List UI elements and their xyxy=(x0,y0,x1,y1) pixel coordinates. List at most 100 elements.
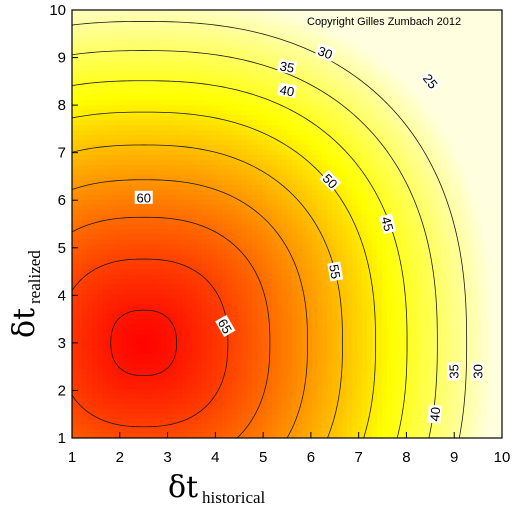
heat-cell xyxy=(282,144,288,150)
heat-cell xyxy=(132,398,138,404)
heat-cell xyxy=(292,24,298,31)
heat-cell xyxy=(342,184,348,190)
heat-cell xyxy=(267,243,273,250)
heat-cell xyxy=(137,383,143,389)
heat-cell xyxy=(232,298,238,305)
heat-cell xyxy=(177,69,183,76)
heat-cell xyxy=(222,268,228,275)
heat-cell xyxy=(172,99,178,106)
heat-cell xyxy=(322,204,328,210)
heat-cell xyxy=(207,174,213,180)
heat-cell xyxy=(247,104,253,111)
heat-cell xyxy=(147,238,153,245)
heat-cell xyxy=(302,34,308,41)
heat-cell xyxy=(312,184,318,190)
heat-cell xyxy=(242,303,248,310)
heat-cell xyxy=(107,69,113,76)
heat-cell xyxy=(262,129,268,136)
heat-cell xyxy=(87,263,93,270)
heat-cell xyxy=(192,89,198,96)
heat-cell xyxy=(132,174,138,180)
heat-cell xyxy=(352,383,358,389)
heat-cell xyxy=(107,104,113,111)
heat-cell xyxy=(322,323,328,330)
heat-cell xyxy=(302,318,308,325)
heat-cell xyxy=(232,139,238,145)
heat-cell xyxy=(332,388,338,394)
heat-cell xyxy=(217,403,223,409)
heat-cell xyxy=(247,358,253,364)
heat-cell xyxy=(212,154,218,160)
heat-cell xyxy=(167,159,173,165)
heat-cell xyxy=(122,204,128,210)
heat-cell xyxy=(357,64,363,71)
heat-cell xyxy=(117,373,123,379)
heat-cell xyxy=(272,318,278,325)
heat-cell xyxy=(232,69,238,76)
heat-cell xyxy=(167,189,173,195)
heat-cell xyxy=(312,14,318,21)
heat-cell xyxy=(302,109,308,116)
heat-cell xyxy=(82,373,88,379)
heat-cell xyxy=(107,383,113,389)
heat-cell xyxy=(132,144,138,150)
heat-cell xyxy=(227,179,233,185)
heat-cell xyxy=(217,59,223,66)
heat-cell xyxy=(147,59,153,66)
heat-cell xyxy=(97,194,103,200)
heat-cell xyxy=(242,214,248,220)
heat-cell xyxy=(207,343,213,350)
heat-cell xyxy=(282,34,288,41)
heat-cell xyxy=(247,338,253,345)
heat-cell xyxy=(127,204,133,210)
heat-cell xyxy=(192,124,198,131)
heat-cell xyxy=(172,338,178,345)
heat-cell xyxy=(272,144,278,150)
heat-cell xyxy=(292,74,298,81)
heat-cell xyxy=(342,363,348,369)
heat-cell xyxy=(177,189,183,195)
heat-cell xyxy=(242,59,248,66)
heat-cell xyxy=(262,94,268,101)
heat-cell xyxy=(167,388,173,394)
heat-cell xyxy=(162,363,168,369)
heat-cell xyxy=(217,253,223,260)
heat-cell xyxy=(262,403,268,409)
heat-cell xyxy=(297,124,303,131)
heat-cell xyxy=(222,258,228,265)
heat-cell xyxy=(317,408,323,414)
heat-cell xyxy=(92,194,98,200)
heat-cell xyxy=(157,318,163,325)
heat-cell xyxy=(102,44,108,51)
heat-cell xyxy=(267,209,273,215)
heat-cell xyxy=(177,248,183,255)
heat-cell xyxy=(252,54,258,61)
heat-cell xyxy=(192,10,198,16)
heat-cell xyxy=(337,64,343,71)
heat-cell xyxy=(72,74,78,81)
heat-cell xyxy=(327,228,333,235)
heat-cell xyxy=(252,313,258,320)
heat-cell xyxy=(117,119,123,126)
heat-cell xyxy=(217,69,223,76)
heat-cell xyxy=(342,19,348,26)
heat-cell xyxy=(122,283,128,290)
heat-cell xyxy=(347,134,353,140)
heat-cell xyxy=(192,129,198,136)
heat-cell xyxy=(357,423,363,429)
heat-cell xyxy=(197,408,203,414)
heat-cell xyxy=(147,74,153,81)
heat-cell xyxy=(227,174,233,180)
heat-cell xyxy=(302,343,308,350)
heat-cell xyxy=(257,403,263,409)
heat-cell xyxy=(167,174,173,180)
heat-cell xyxy=(242,189,248,195)
heat-cell xyxy=(192,14,198,21)
heat-cell xyxy=(152,243,158,250)
heat-cell xyxy=(272,248,278,255)
heat-cell xyxy=(87,228,93,235)
heat-cell xyxy=(332,318,338,325)
heat-cell xyxy=(152,293,158,300)
heat-cell xyxy=(172,74,178,81)
heat-cell xyxy=(137,373,143,379)
